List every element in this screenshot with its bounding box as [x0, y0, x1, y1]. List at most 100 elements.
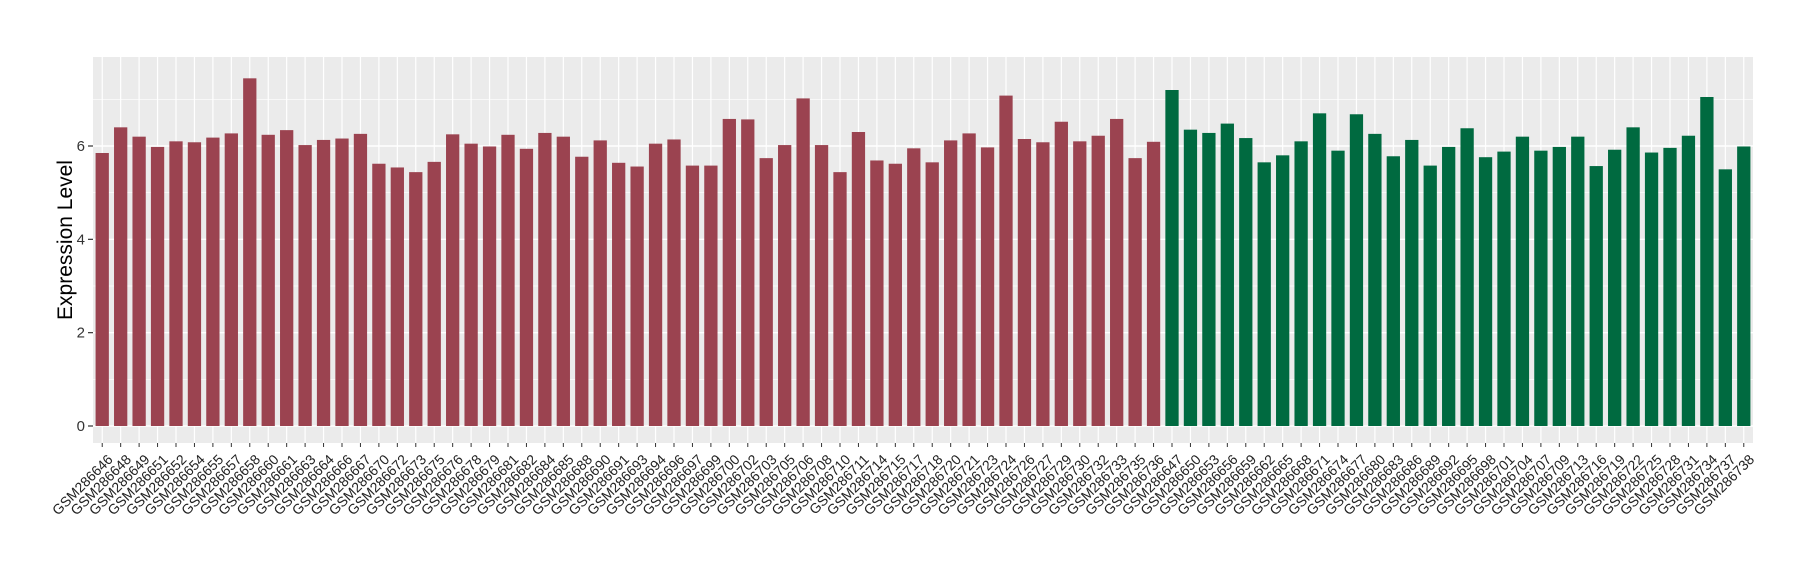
bar-GSM286699: [704, 165, 718, 426]
bar-GSM286731: [1681, 135, 1696, 426]
x-axis: GSM286646GSM286648GSM286649GSM286651GSM2…: [49, 443, 1757, 518]
bar-GSM286683: [1386, 156, 1400, 426]
bar-GSM286651: [150, 146, 165, 426]
bar-GSM286735: [1128, 158, 1142, 426]
bar-GSM286688: [575, 156, 589, 426]
bar-GSM286654: [187, 142, 202, 426]
y-tick-label: 2: [77, 325, 85, 342]
bar-GSM286690: [593, 140, 607, 426]
bar-GSM286725: [1644, 152, 1659, 427]
bar-GSM286673: [409, 172, 423, 426]
bar-GSM286696: [667, 139, 681, 426]
bar-GSM286736: [1146, 141, 1161, 427]
bar-GSM286704: [1515, 136, 1530, 426]
bar-GSM286717: [907, 148, 921, 427]
bar-GSM286675: [427, 161, 441, 426]
bar-GSM286674: [1331, 150, 1345, 426]
bar-GSM286714: [870, 160, 884, 426]
bar-GSM286660: [261, 134, 275, 427]
bar-GSM286692: [1442, 146, 1456, 426]
bar-GSM286695: [1460, 128, 1474, 426]
bar-GSM286646: [95, 153, 109, 426]
bar-GSM286738: [1737, 146, 1751, 426]
bar-GSM286664: [316, 139, 331, 426]
bar-GSM286665: [1276, 155, 1290, 427]
bar-GSM286730: [1073, 141, 1087, 427]
bar-GSM286729: [1054, 121, 1068, 426]
bar-GSM286707: [1534, 150, 1548, 426]
bar-GSM286650: [1183, 129, 1198, 426]
bar-GSM286694: [648, 143, 663, 426]
bar-GSM286709: [1552, 146, 1566, 426]
bar-GSM286705: [778, 145, 792, 427]
y-axis-title: Expression Level: [54, 160, 77, 320]
bar-GSM286659: [1239, 138, 1253, 427]
bar-GSM286721: [962, 133, 976, 426]
bar-GSM286708: [814, 145, 829, 427]
y-tick-label: 6: [77, 138, 85, 155]
bar-GSM286728: [1663, 147, 1677, 426]
y-tick-label: 4: [77, 231, 85, 248]
bar-GSM286732: [1091, 135, 1105, 426]
bar-GSM286684: [538, 132, 552, 426]
bar-GSM286724: [999, 95, 1013, 426]
bar-GSM286667: [353, 133, 368, 426]
bar-GSM286718: [925, 162, 939, 427]
bar-GSM286658: [243, 78, 257, 426]
bar-GSM286691: [612, 162, 626, 427]
bar-GSM286657: [224, 133, 238, 426]
bar-GSM286681: [501, 134, 515, 427]
bar-GSM286656: [1220, 123, 1234, 426]
bar-GSM286668: [1294, 141, 1308, 427]
bars-group: [95, 78, 1751, 427]
bar-GSM286706: [796, 98, 810, 427]
bar-GSM286663: [298, 145, 312, 427]
bar-GSM286713: [1571, 136, 1585, 426]
bar-GSM286666: [335, 138, 349, 427]
bar-GSM286719: [1608, 149, 1622, 426]
bar-GSM286648: [114, 127, 128, 426]
bar-GSM286647: [1165, 90, 1179, 426]
bar-GSM286670: [372, 163, 386, 426]
bar-GSM286723: [980, 147, 995, 426]
bar-GSM286678: [464, 143, 478, 426]
bar-GSM286697: [685, 165, 700, 426]
bar-GSM286715: [888, 163, 902, 426]
bar-GSM286653: [1202, 132, 1216, 426]
bar-GSM286701: [1497, 151, 1511, 426]
bar-GSM286722: [1626, 127, 1640, 426]
bar-GSM286716: [1589, 166, 1603, 427]
bar-GSM286710: [833, 172, 847, 426]
bar-GSM286676: [446, 134, 460, 427]
bar-GSM286698: [1478, 157, 1493, 426]
bar-GSM286693: [630, 166, 644, 427]
bar-GSM286734: [1700, 97, 1714, 426]
bar-GSM286672: [390, 167, 404, 426]
bar-GSM286652: [169, 141, 183, 427]
plot-panel: [93, 57, 1753, 443]
bar-GSM286726: [1017, 139, 1032, 426]
bar-GSM286700: [722, 118, 736, 426]
bar-GSM286720: [944, 140, 958, 426]
bar-GSM286711: [851, 132, 866, 426]
bar-GSM286737: [1718, 169, 1732, 427]
bar-GSM286703: [759, 158, 773, 426]
bar-GSM286662: [1257, 162, 1271, 427]
bar-GSM286702: [741, 119, 755, 427]
bar-GSM286655: [206, 137, 220, 426]
bar-GSM286680: [1368, 133, 1382, 426]
bar-GSM286671: [1312, 113, 1327, 426]
bar-GSM286677: [1349, 114, 1364, 427]
y-tick-label: 0: [77, 418, 85, 435]
bar-GSM286689: [1423, 165, 1437, 426]
bar-GSM286661: [280, 130, 294, 426]
bar-GSM286727: [1036, 142, 1050, 426]
y-axis: 0 2 4 6: [77, 138, 93, 435]
bar-GSM286733: [1110, 118, 1124, 426]
bar-GSM286679: [482, 146, 497, 426]
bar-GSM286649: [132, 136, 146, 426]
bar-GSM286685: [556, 136, 570, 426]
bar-GSM286686: [1405, 139, 1419, 426]
